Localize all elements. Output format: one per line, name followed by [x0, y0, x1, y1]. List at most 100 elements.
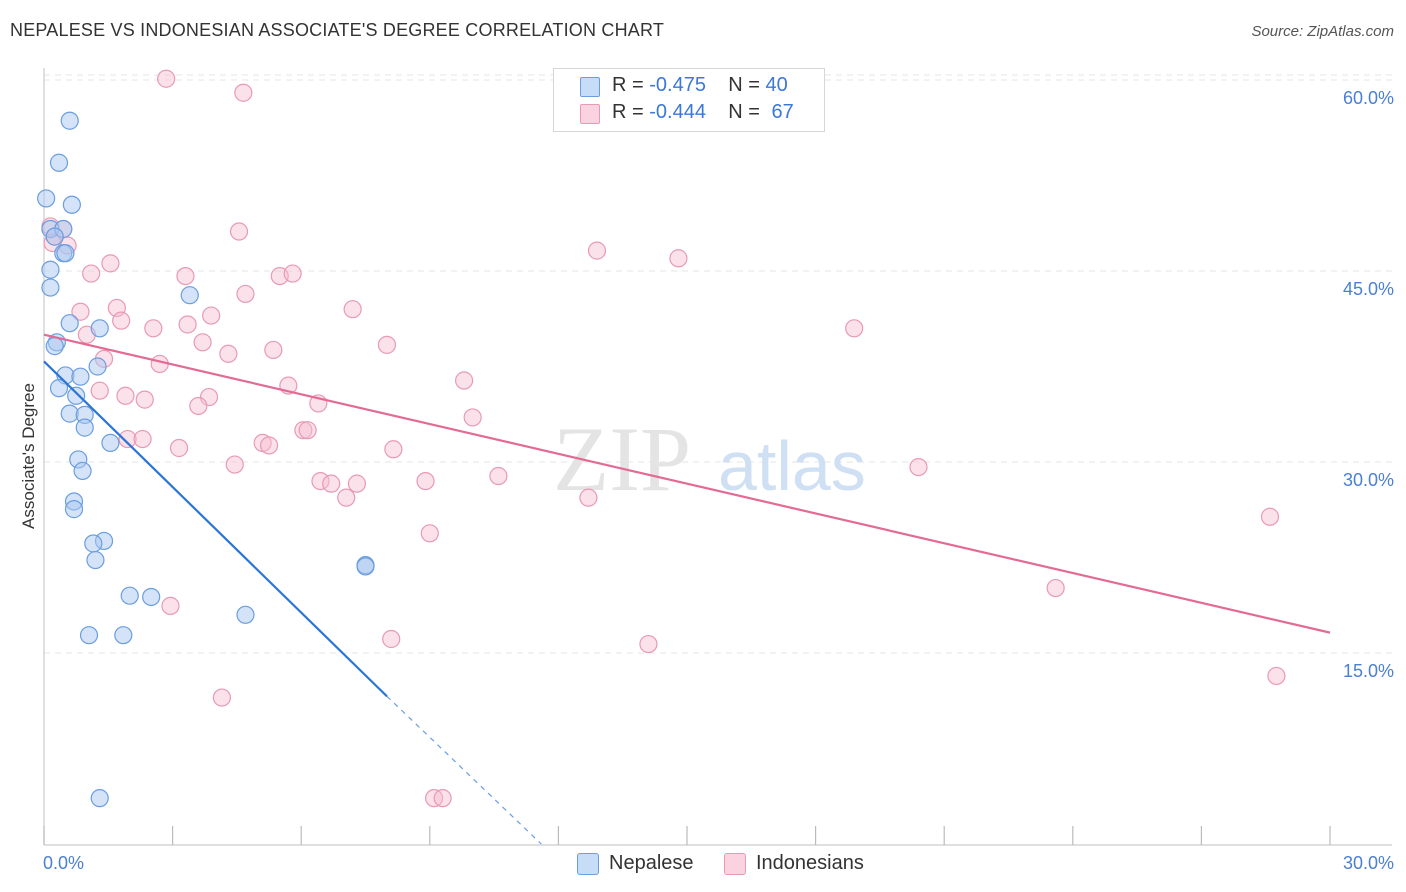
indonesians-point	[416, 472, 435, 491]
indonesians-point	[259, 436, 279, 455]
indonesians-point	[157, 69, 176, 88]
legend-swatch-pink	[580, 104, 600, 124]
indonesians-point	[212, 688, 231, 707]
indonesians-point	[118, 429, 137, 449]
indonesians-point	[669, 249, 688, 268]
nepalese-point	[180, 286, 199, 305]
indonesians-point	[161, 596, 180, 615]
indonesians-point	[133, 429, 152, 449]
nepalese-trend-extension	[386, 695, 542, 845]
nepalese-point	[71, 367, 90, 386]
indonesians-point	[219, 344, 238, 363]
nepalese-point	[49, 153, 69, 172]
indonesians-point	[189, 396, 208, 416]
nepalese-point	[37, 189, 56, 208]
indonesians-point	[384, 440, 403, 459]
indonesians-point	[144, 319, 163, 338]
nepalese-point	[49, 379, 69, 398]
indonesians-point	[234, 83, 253, 102]
indonesians-trend-line	[43, 333, 1331, 634]
nepalese-point	[45, 337, 64, 356]
indonesians-point	[579, 488, 598, 507]
indonesians-point	[1046, 578, 1065, 598]
legend-n-value: 67	[771, 101, 794, 123]
indonesians-point	[1260, 507, 1280, 526]
nepalese-point	[84, 534, 103, 553]
indonesians-point	[377, 335, 397, 354]
indonesians-point	[101, 254, 120, 273]
legend-n-label: N =	[728, 74, 760, 96]
chart-title: NEPALESE VS INDONESIAN ASSOCIATE'S DEGRE…	[10, 20, 665, 40]
nepalese-point	[45, 227, 64, 246]
watermark-atlas: atlas	[718, 427, 866, 505]
indonesians-point	[382, 629, 401, 649]
indonesians-point	[433, 789, 452, 808]
indonesians-point	[225, 455, 244, 474]
indonesians-point	[639, 634, 658, 654]
nepalese-point	[86, 550, 105, 570]
nepalese-trend-line	[43, 360, 388, 698]
nepalese-point	[41, 278, 60, 297]
nepalese-point	[101, 433, 120, 452]
nepalese-point	[114, 626, 133, 645]
indonesians-point	[587, 241, 607, 260]
x-tick-label: 30.0%	[1343, 853, 1394, 873]
legend-r-label: R =	[612, 74, 644, 96]
nepalese-point	[67, 386, 86, 405]
indonesians-point	[294, 421, 313, 440]
legend-r-value: -0.475	[649, 74, 706, 96]
nepalese-points	[37, 111, 375, 808]
y-tick-label: 45.0%	[1343, 279, 1394, 299]
nepalese-point	[60, 314, 79, 333]
watermark: ZIP atlas	[553, 408, 866, 510]
indonesians-point	[311, 472, 330, 491]
legend-swatch-blue	[580, 77, 600, 97]
nepalese-point	[90, 319, 109, 338]
y-tick-labels: 15.0% 30.0% 45.0% 60.0%	[1343, 88, 1394, 681]
bottom-legend-swatch-pink	[724, 853, 746, 875]
indonesians-point	[202, 306, 221, 325]
nepalese-point	[142, 587, 161, 607]
legend-r-value: -0.444	[649, 101, 706, 123]
nepalese-point	[73, 461, 92, 481]
nepalese-point	[79, 626, 99, 645]
nepalese-point	[41, 260, 60, 279]
indonesians-point	[71, 302, 90, 321]
indonesians-point	[454, 371, 474, 390]
legend-r-label: R =	[612, 101, 644, 123]
nepalese-point	[356, 557, 375, 576]
legend-n-label: N =	[728, 101, 760, 123]
indonesians-point	[176, 266, 195, 286]
nepalese-point	[88, 357, 107, 376]
indonesians-point	[82, 264, 101, 283]
watermark-zip: ZIP	[553, 408, 691, 510]
indonesians-point	[264, 340, 283, 360]
stats-legend: R = -0.475 N = 40 R = -0.444 N = 67	[553, 68, 825, 132]
indonesians-point	[845, 319, 864, 338]
x-tick-label: 0.0%	[43, 853, 84, 873]
indonesians-point	[178, 315, 197, 334]
indonesians-point	[322, 474, 341, 493]
indonesians-point	[298, 421, 317, 440]
indonesians-point	[347, 474, 367, 493]
indonesians-point	[116, 386, 135, 405]
indonesians-point	[236, 284, 255, 304]
nepalese-point	[75, 418, 94, 437]
nepalese-point	[236, 605, 255, 624]
nepalese-point	[90, 789, 109, 808]
indonesians-point	[909, 457, 928, 477]
indonesians-point	[135, 390, 154, 409]
bottom-legend-swatch-blue	[577, 853, 599, 875]
indonesians-point	[337, 488, 356, 507]
nepalese-point	[62, 195, 81, 214]
indonesians-point	[283, 264, 302, 283]
nepalese-point	[64, 500, 84, 519]
x-tick-labels: 0.0% 30.0%	[43, 853, 1394, 873]
nepalese-point	[60, 111, 79, 130]
indonesians-point	[193, 333, 212, 352]
nepalese-point	[60, 404, 79, 423]
y-tick-label: 30.0%	[1343, 470, 1394, 490]
indonesians-point	[90, 381, 109, 400]
indonesians-point	[343, 300, 362, 319]
